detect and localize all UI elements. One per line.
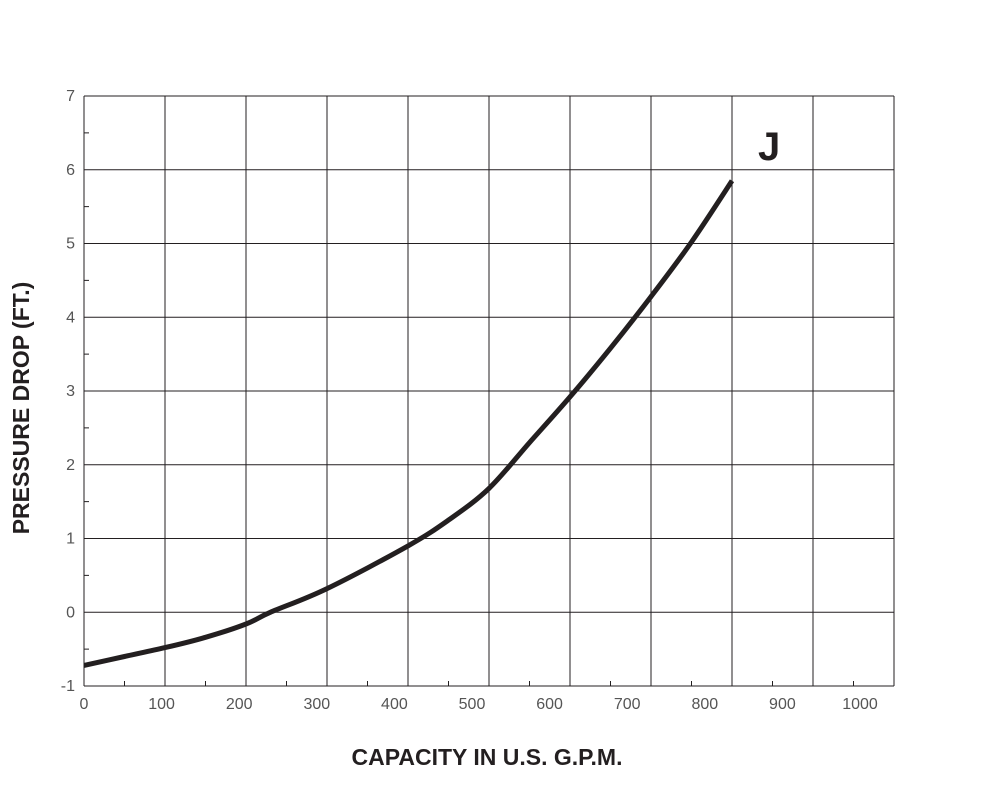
series-layer — [83, 179, 735, 668]
y-tick-label: 3 — [66, 383, 75, 400]
y-tick-label: 5 — [66, 236, 75, 253]
x-tick-label: 0 — [80, 696, 89, 713]
x-tick-label: 300 — [303, 696, 330, 713]
tick-labels: -1 0 1 2 3 4 5 6 7 0 100 200 300 400 500 600 700 800 900 10… — [61, 88, 878, 713]
y-axis-title: PRESSURE DROP (FT.) — [8, 282, 34, 535]
x-tick-label: 500 — [459, 696, 486, 713]
grid — [83, 95, 895, 687]
x-tick-label: 700 — [614, 696, 641, 713]
x-tick-label: 400 — [381, 696, 408, 713]
series-line-j — [83, 179, 735, 668]
y-tick-label: 4 — [66, 309, 75, 326]
x-tick-label: 1000 — [842, 696, 878, 713]
x-tick-label: 200 — [226, 696, 253, 713]
y-tick-label: -1 — [61, 678, 75, 695]
y-tick-label: 1 — [66, 531, 75, 548]
x-tick-label: 900 — [769, 696, 796, 713]
minor-ticks — [84, 132, 854, 686]
x-tick-label: 800 — [691, 696, 718, 713]
y-tick-label: 2 — [66, 457, 75, 474]
series-label-j: J — [758, 125, 780, 169]
x-tick-label: 600 — [536, 696, 563, 713]
y-tick-label: 6 — [66, 162, 75, 179]
x-axis-title: CAPACITY IN U.S. G.P.M. — [352, 744, 623, 770]
x-tick-label: 100 — [148, 696, 175, 713]
y-tick-label: 0 — [66, 604, 75, 621]
y-tick-label: 7 — [66, 88, 75, 105]
